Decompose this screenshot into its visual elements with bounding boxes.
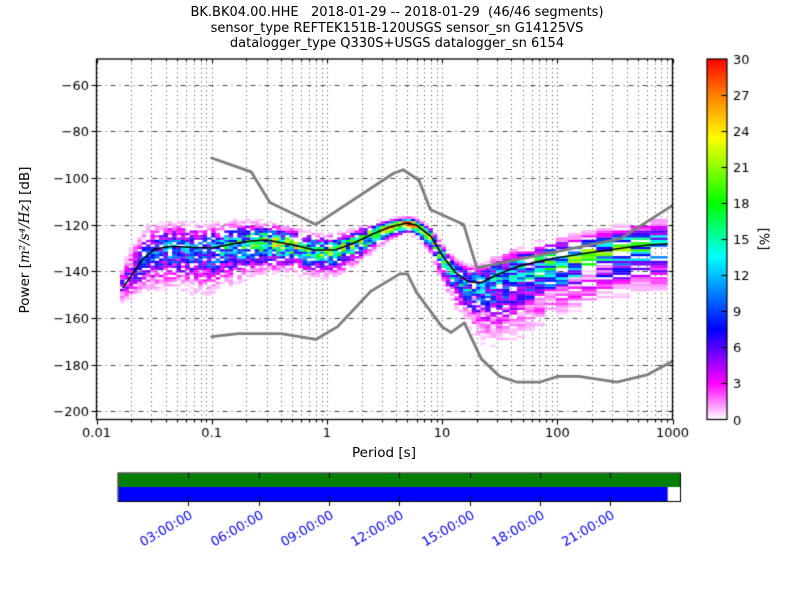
- plot-title-line-2: sensor_type REFTEK151B-120USGS sensor_sn…: [210, 20, 584, 36]
- y-axis-label-prefix: Power [: [17, 263, 33, 314]
- plot-title: BK.BK04.00.HHE 2018-01-29 -- 2018-01-29 …: [97, 5, 697, 52]
- y-axis-label-suffix: ] [dB]: [17, 166, 33, 205]
- x-axis-label: Period [s]: [352, 445, 416, 461]
- plot-title-line-1: BK.BK04.00.HHE 2018-01-29 -- 2018-01-29 …: [190, 5, 604, 20]
- colorbar-label-text: [%]: [755, 227, 771, 251]
- plot-title-line-3: datalogger_type Q330S+USGS datalogger_sn…: [229, 36, 565, 51]
- y-axis-label-units: m²/s⁴/Hz: [17, 204, 33, 264]
